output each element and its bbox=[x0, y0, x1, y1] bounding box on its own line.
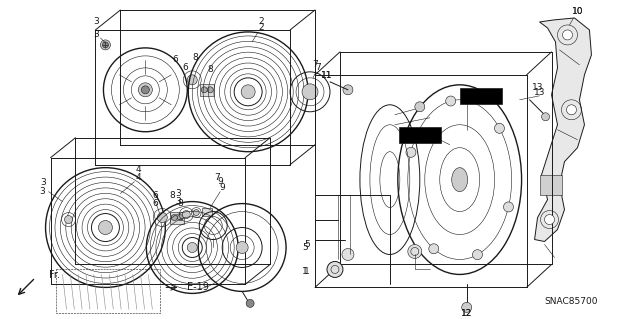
Text: 6: 6 bbox=[172, 56, 178, 64]
Text: 8: 8 bbox=[207, 65, 213, 74]
Text: 3: 3 bbox=[41, 178, 47, 187]
Circle shape bbox=[342, 249, 354, 261]
Bar bbox=[460, 88, 502, 104]
Text: 3: 3 bbox=[175, 189, 181, 198]
Ellipse shape bbox=[92, 213, 120, 241]
Ellipse shape bbox=[236, 241, 248, 254]
Ellipse shape bbox=[182, 238, 202, 257]
Text: 4: 4 bbox=[136, 165, 141, 174]
Circle shape bbox=[563, 30, 573, 40]
Text: 2: 2 bbox=[259, 23, 264, 33]
Text: 11: 11 bbox=[321, 71, 333, 80]
Text: 5: 5 bbox=[304, 240, 310, 249]
Circle shape bbox=[207, 87, 213, 93]
Circle shape bbox=[65, 216, 72, 224]
Ellipse shape bbox=[188, 242, 197, 252]
Circle shape bbox=[429, 244, 439, 254]
Circle shape bbox=[172, 215, 177, 220]
Text: 1: 1 bbox=[302, 267, 308, 276]
Circle shape bbox=[541, 113, 550, 121]
Circle shape bbox=[246, 300, 254, 308]
Circle shape bbox=[100, 40, 111, 50]
Circle shape bbox=[201, 87, 207, 93]
Text: 3: 3 bbox=[93, 30, 99, 40]
Text: 10: 10 bbox=[572, 7, 583, 17]
Text: 8: 8 bbox=[170, 191, 175, 200]
Text: SNAC85700: SNAC85700 bbox=[545, 297, 598, 306]
Text: 13: 13 bbox=[534, 88, 545, 97]
Ellipse shape bbox=[99, 220, 113, 234]
Text: 4: 4 bbox=[136, 173, 141, 182]
Circle shape bbox=[327, 262, 343, 278]
Circle shape bbox=[157, 212, 167, 223]
Text: 7: 7 bbox=[315, 63, 321, 72]
Text: 6: 6 bbox=[152, 199, 158, 208]
Circle shape bbox=[545, 215, 554, 225]
Text: 7: 7 bbox=[214, 173, 220, 182]
Ellipse shape bbox=[138, 83, 152, 97]
Circle shape bbox=[472, 250, 483, 260]
Circle shape bbox=[495, 123, 504, 133]
Ellipse shape bbox=[452, 168, 468, 192]
Ellipse shape bbox=[302, 84, 318, 100]
Text: 8: 8 bbox=[193, 53, 198, 63]
Ellipse shape bbox=[234, 78, 262, 106]
Text: E-19: E-19 bbox=[188, 282, 209, 293]
Text: 10: 10 bbox=[572, 7, 583, 17]
Text: B-60: B-60 bbox=[468, 91, 493, 101]
Bar bbox=[170, 211, 184, 224]
Ellipse shape bbox=[141, 86, 149, 94]
Text: 12: 12 bbox=[461, 309, 472, 318]
Bar bbox=[540, 174, 561, 195]
Circle shape bbox=[445, 96, 456, 106]
Text: 12: 12 bbox=[461, 309, 472, 318]
Text: 2: 2 bbox=[259, 18, 264, 26]
Circle shape bbox=[193, 210, 199, 216]
Text: Fr.: Fr. bbox=[49, 271, 60, 280]
Bar bbox=[399, 127, 441, 143]
Text: B-60: B-60 bbox=[407, 130, 432, 140]
Text: 3: 3 bbox=[175, 197, 181, 206]
Text: 5: 5 bbox=[302, 243, 308, 252]
Text: 13: 13 bbox=[532, 83, 543, 92]
Circle shape bbox=[182, 211, 190, 219]
Circle shape bbox=[504, 202, 513, 212]
Bar bbox=[56, 270, 161, 313]
Text: 8: 8 bbox=[177, 199, 183, 208]
Circle shape bbox=[177, 215, 183, 220]
Text: 3: 3 bbox=[93, 18, 99, 26]
Text: 1: 1 bbox=[304, 267, 310, 276]
Circle shape bbox=[566, 105, 577, 115]
Circle shape bbox=[406, 147, 416, 157]
Circle shape bbox=[343, 85, 353, 95]
Bar bbox=[202, 208, 212, 216]
Circle shape bbox=[188, 75, 197, 85]
Text: 6: 6 bbox=[182, 63, 188, 72]
Ellipse shape bbox=[241, 85, 255, 99]
Bar bbox=[200, 84, 214, 96]
Circle shape bbox=[102, 42, 108, 48]
Text: 6: 6 bbox=[152, 191, 158, 200]
Text: 9: 9 bbox=[220, 183, 225, 192]
Text: 3: 3 bbox=[40, 187, 45, 196]
Circle shape bbox=[415, 102, 425, 112]
Text: 9: 9 bbox=[218, 177, 223, 186]
Text: 7: 7 bbox=[312, 60, 318, 69]
Text: 11: 11 bbox=[321, 71, 333, 80]
Circle shape bbox=[461, 302, 472, 312]
Circle shape bbox=[408, 244, 422, 258]
Polygon shape bbox=[534, 18, 591, 241]
